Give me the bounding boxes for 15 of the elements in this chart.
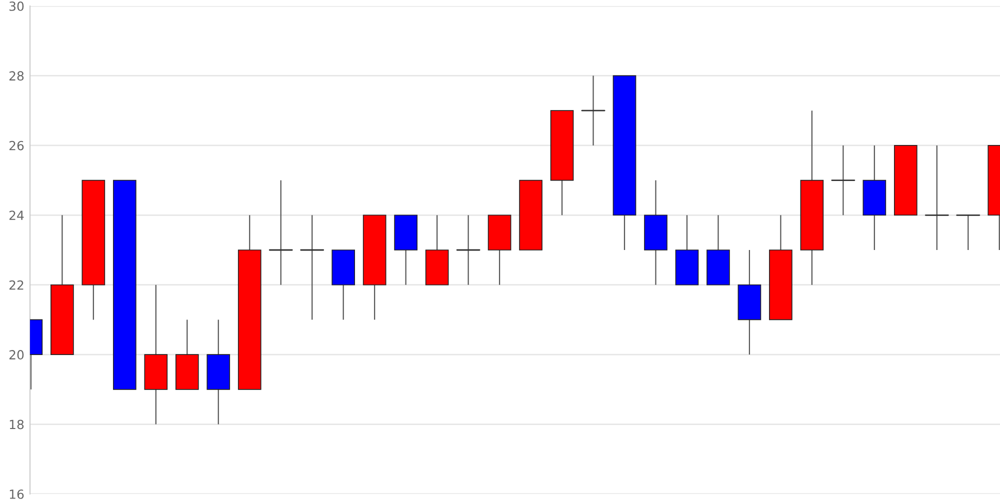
y-tick-label: 16 — [10, 489, 24, 499]
y-tick-label: 28 — [9, 71, 24, 81]
candlestick — [300, 214, 324, 320]
candlestick — [268, 180, 293, 286]
candlestick — [456, 214, 480, 286]
candlestick — [831, 144, 856, 216]
y-tick-label: 30 — [9, 1, 24, 11]
candlestick — [956, 214, 980, 251]
y-tick-label: 18 — [10, 420, 24, 430]
y-tick-label: 26 — [9, 140, 24, 150]
candlestick — [581, 75, 606, 146]
y-tick-label: 24 — [9, 210, 24, 220]
y-tick-label: 20 — [9, 350, 24, 360]
candlestick — [924, 144, 949, 251]
y-tick-label: 22 — [9, 280, 24, 290]
